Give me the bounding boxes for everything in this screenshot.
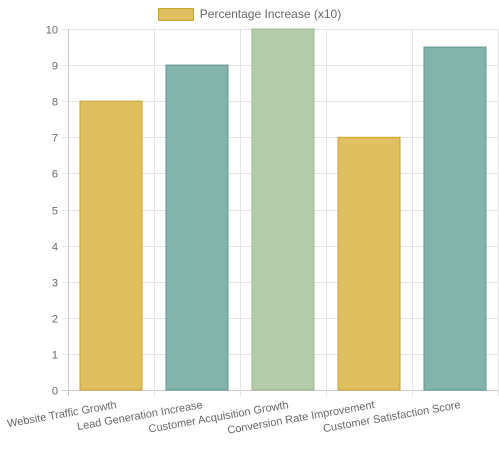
bar-5 bbox=[423, 46, 487, 391]
bar-3 bbox=[251, 28, 315, 391]
y-tick-label: 2 bbox=[52, 314, 58, 326]
y-tick-label: 6 bbox=[52, 169, 58, 181]
y-tick-label: 0 bbox=[52, 386, 58, 398]
bar-4 bbox=[337, 136, 401, 391]
y-tick-label: 4 bbox=[52, 242, 58, 254]
y-tick-label: 3 bbox=[52, 278, 58, 290]
y-tick-label: 9 bbox=[52, 61, 58, 73]
y-tick-label: 5 bbox=[52, 206, 58, 218]
y-tick-label: 1 bbox=[52, 350, 58, 362]
legend-label: Percentage Increase (x10) bbox=[199, 7, 342, 21]
bar-2 bbox=[165, 64, 229, 391]
y-tick-label: 7 bbox=[52, 133, 58, 145]
y-tick-label: 10 bbox=[46, 25, 58, 37]
legend[interactable]: Percentage Increase (x10) bbox=[0, 7, 499, 21]
y-tick-label: 8 bbox=[52, 97, 58, 109]
legend-swatch bbox=[157, 7, 194, 21]
bar-series bbox=[79, 28, 487, 391]
y-axis: 0 1 2 3 4 5 6 7 8 9 10 bbox=[46, 25, 58, 398]
bar-1 bbox=[79, 100, 143, 391]
